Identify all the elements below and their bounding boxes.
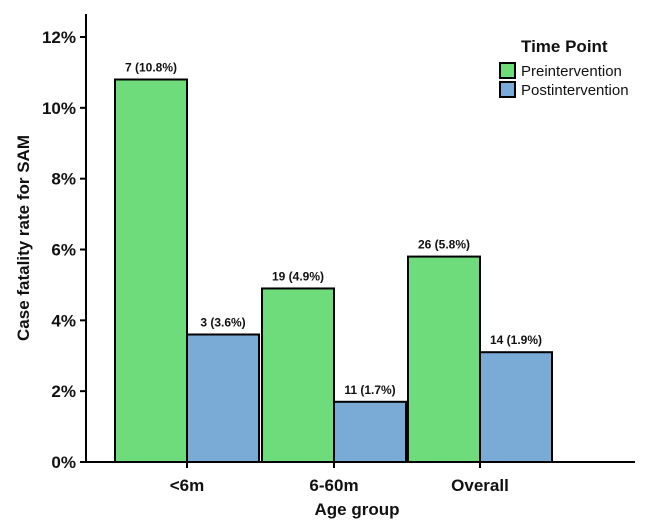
x-tick-label: Overall (451, 476, 509, 495)
bar-postintervention-0 (186, 333, 260, 463)
y-tick-label: 2% (51, 382, 76, 401)
y-axis-title: Case fatality rate for SAM (14, 135, 33, 341)
bar-postintervention-2 (479, 351, 553, 464)
legend-label-preintervention: Preintervention (521, 63, 622, 80)
y-tick-label: 8% (51, 170, 76, 189)
legend-swatch-postintervention (499, 81, 516, 98)
data-labels: 7 (10.8%) 3 (3.6%) 19 (4.9%) 11 (1.7%) 26 (5… (125, 61, 542, 397)
legend: Time Point Preintervention Postintervent… (499, 37, 629, 99)
data-label: 3 (3.6%) (200, 316, 245, 330)
bar-preintervention-0 (114, 78, 188, 463)
bar-preintervention-2 (407, 255, 481, 464)
data-label: 7 (10.8%) (125, 61, 177, 75)
legend-label-postintervention: Postintervention (521, 82, 629, 99)
data-label: 19 (4.9%) (272, 269, 324, 283)
y-tick-label: 0% (51, 453, 76, 472)
y-tick-label: 6% (51, 241, 76, 260)
x-axis-title: Age group (315, 500, 400, 519)
data-label: 11 (1.7%) (344, 383, 395, 397)
data-label: 14 (1.9%) (490, 333, 542, 347)
bars (114, 78, 553, 464)
legend-swatch-preintervention (499, 62, 516, 79)
data-label: 26 (5.8%) (418, 238, 470, 252)
x-axis: <6m 6-60m Overall (86, 461, 635, 495)
bar-postintervention-1 (333, 400, 407, 463)
y-tick-label: 10% (42, 99, 76, 118)
legend-title: Time Point (521, 37, 608, 56)
y-tick-label: 4% (51, 311, 76, 330)
x-tick-label: 6-60m (309, 476, 358, 495)
bar-preintervention-1 (261, 287, 335, 464)
y-axis: 0% 2% 4% 6% 8% 10% 12% (42, 14, 87, 472)
y-tick-label: 12% (42, 28, 76, 47)
x-tick-label: <6m (170, 476, 205, 495)
